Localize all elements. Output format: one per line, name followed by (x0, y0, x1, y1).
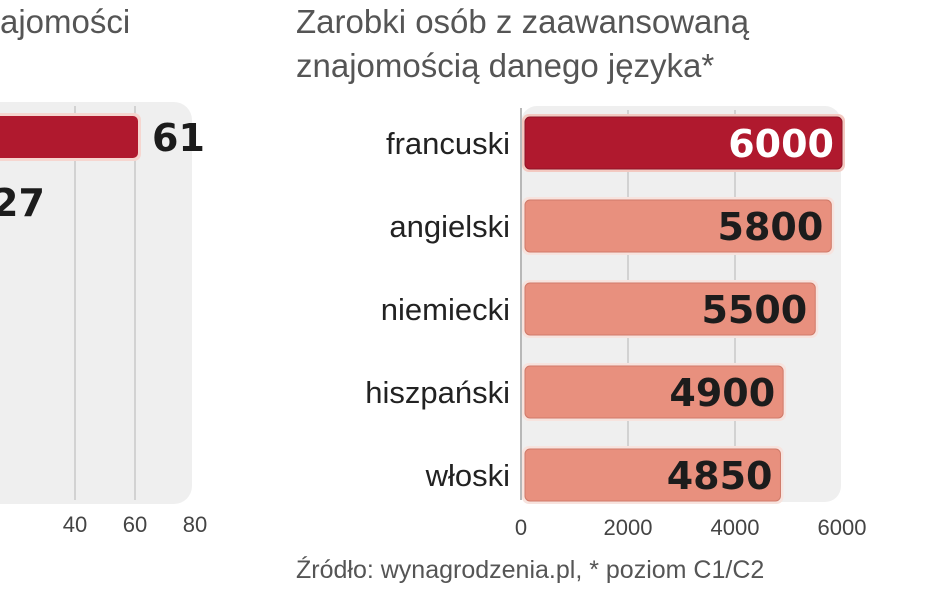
value-label: 5500 (701, 288, 807, 332)
left-chart-title-fragment: ajomości (0, 3, 131, 40)
left-value-label: 27 (0, 181, 45, 225)
category-label: angielski (389, 209, 510, 244)
right-x-tick-label: 2000 (604, 515, 653, 540)
right-x-tick-label: 6000 (818, 515, 867, 540)
bar-0 (524, 116, 843, 170)
right-x-tick-label: 0 (515, 515, 527, 540)
value-label: 4850 (667, 454, 773, 498)
category-label: włoski (425, 458, 510, 493)
category-label: hiszpański (365, 375, 510, 410)
left-x-tick-label: 40 (63, 512, 87, 537)
left-x-tick-label: 60 (123, 512, 147, 537)
left-plot-background (0, 102, 192, 504)
left-value-label: 61 (152, 116, 205, 160)
category-label: niemiecki (381, 292, 510, 327)
bar-3 (524, 365, 784, 419)
bar-4 (524, 448, 781, 502)
left-x-tick-label: 80 (183, 512, 207, 537)
bar-2 (524, 282, 816, 336)
value-label: 4900 (669, 371, 775, 415)
source-note: Źródło: wynagrodzenia.pl, * poziom C1/C2 (296, 556, 765, 584)
category-label: francuski (386, 126, 510, 161)
right-bar-chart: 0 2000 4000 6000 francuski 6000 angielski 5800 n… (365, 106, 866, 540)
left-bar-chart: 40 60 80 61 27 (0, 102, 207, 537)
right-x-tick-label: 4000 (711, 515, 760, 540)
value-label: 5800 (718, 205, 824, 249)
bar-1 (524, 199, 832, 253)
value-label: 6000 (728, 122, 834, 166)
right-chart-title: Zarobki osób z zaawansowaną znajomością … (296, 3, 750, 84)
left-bar (0, 116, 138, 158)
